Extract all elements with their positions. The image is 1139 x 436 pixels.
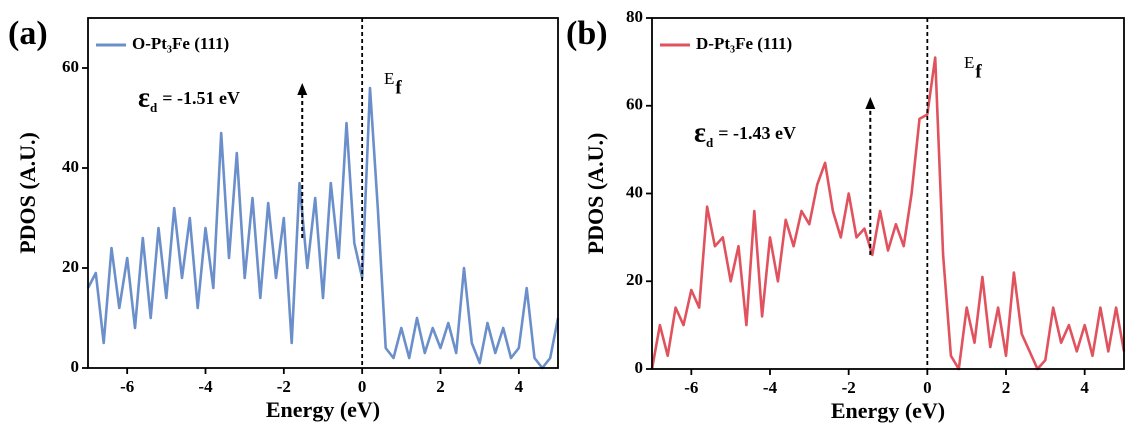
y-tick-label: 60 — [62, 57, 79, 76]
x-tick-label: 0 — [358, 377, 367, 396]
y-axis-label: PDOS (A.U.) — [15, 132, 40, 254]
x-tick-label: -6 — [684, 378, 698, 397]
fermi-label-sub: f — [975, 61, 982, 82]
y-tick-label: 0 — [71, 357, 80, 376]
y-tick-label: 40 — [62, 157, 79, 176]
x-tick-label: -2 — [277, 377, 291, 396]
x-tick-label: -6 — [120, 377, 134, 396]
fermi-label: E — [384, 69, 394, 88]
x-tick-label: -4 — [763, 378, 778, 397]
legend-label: O-Pt₃Fe (111) — [132, 34, 229, 53]
x-tick-label: 4 — [1080, 378, 1089, 397]
fermi-label-sub: f — [395, 77, 402, 98]
x-tick-label: 4 — [515, 377, 524, 396]
annotation-sub: d — [706, 135, 714, 150]
arrow-head — [865, 96, 876, 109]
y-axis-label: PDOS (A.U.) — [583, 133, 608, 255]
y-tick-label: 40 — [626, 182, 643, 201]
panel-label: (a) — [8, 15, 48, 52]
panel-label: (b) — [566, 15, 608, 52]
x-axis-label: Energy (eV) — [266, 397, 380, 422]
pdos-line — [650, 56, 1126, 371]
x-tick-label: 0 — [923, 378, 932, 397]
annotation-text: = -1.43 eV — [718, 123, 796, 143]
annotation-text: = -1.51 eV — [162, 88, 240, 108]
fermi-label: E — [964, 53, 974, 72]
x-tick-label: 2 — [1002, 378, 1011, 397]
y-tick-label: 20 — [62, 257, 79, 276]
plot-frame — [87, 17, 559, 369]
annotation-sub: d — [150, 100, 158, 115]
y-tick-label: 0 — [635, 358, 644, 377]
x-tick-label: 2 — [436, 377, 445, 396]
arrow-head — [297, 83, 308, 95]
x-axis-label: Energy (eV) — [831, 398, 945, 423]
y-tick-label: 80 — [626, 7, 643, 26]
x-tick-label: -4 — [198, 377, 213, 396]
y-tick-label: 60 — [626, 95, 643, 114]
x-tick-label: -2 — [842, 378, 856, 397]
annotation-symbol: ε — [138, 82, 150, 113]
y-tick-label: 20 — [626, 270, 643, 289]
pdos-line — [86, 86, 560, 370]
legend-label: D-Pt₃Fe (111) — [696, 34, 792, 53]
annotation-symbol: ε — [694, 117, 706, 148]
